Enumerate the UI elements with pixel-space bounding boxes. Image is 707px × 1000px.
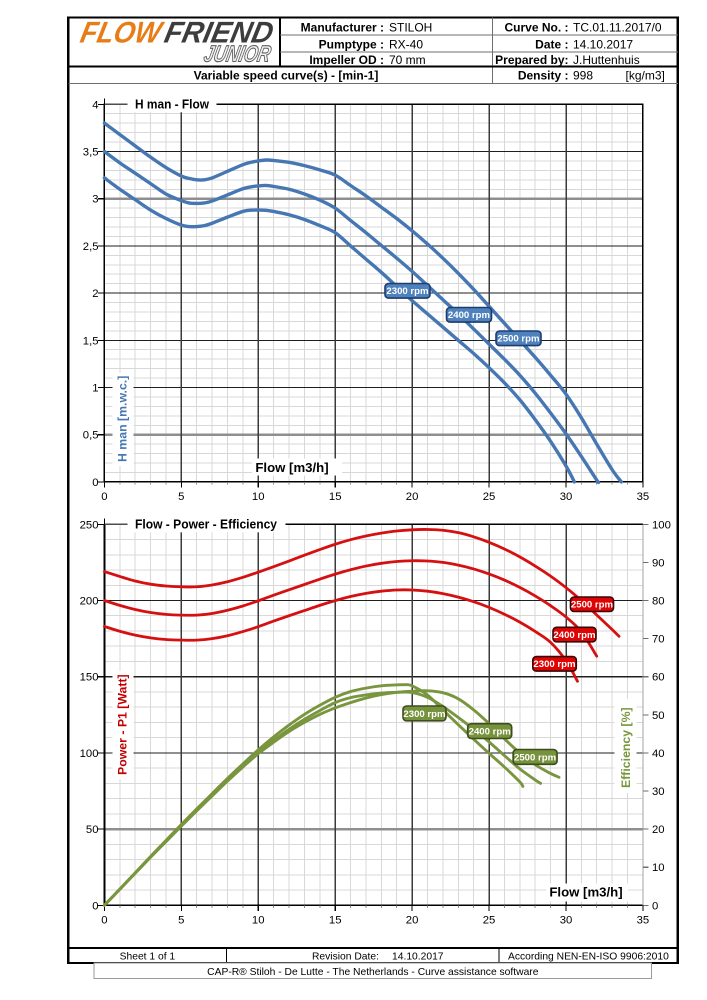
svg-text:3,5: 3,5: [83, 147, 99, 159]
svg-text:90: 90: [652, 557, 665, 569]
svg-text:H man - Flow: H man - Flow: [135, 97, 210, 112]
svg-text:50: 50: [86, 824, 99, 836]
svg-text:Flow [m3/h]: Flow [m3/h]: [549, 885, 622, 900]
svg-text:5: 5: [178, 915, 184, 927]
svg-text:1: 1: [92, 383, 98, 395]
svg-text:250: 250: [80, 519, 99, 531]
svg-text:Flow [m3/h]: Flow [m3/h]: [255, 460, 328, 475]
svg-text:60: 60: [652, 672, 665, 684]
svg-text:5: 5: [178, 491, 184, 503]
svg-text:Date :: Date :: [535, 37, 568, 51]
svg-text:20: 20: [652, 824, 665, 836]
svg-text:35: 35: [637, 915, 650, 927]
svg-text:30: 30: [652, 786, 665, 798]
svg-text:0: 0: [652, 900, 658, 912]
svg-text:Sheet 1 of 1: Sheet 1 of 1: [120, 952, 176, 963]
svg-text:STILOH: STILOH: [389, 21, 432, 35]
svg-text:2500 rpm: 2500 rpm: [514, 752, 556, 763]
svg-text:JUNIOR: JUNIOR: [202, 41, 274, 67]
svg-text:2500 rpm: 2500 rpm: [497, 334, 539, 345]
svg-text:35: 35: [637, 491, 650, 503]
svg-text:According NEN-EN-ISO 9906:2010: According NEN-EN-ISO 9906:2010: [508, 952, 669, 963]
svg-text:0: 0: [92, 900, 98, 912]
svg-text:2400 rpm: 2400 rpm: [469, 727, 511, 738]
svg-text:2,5: 2,5: [83, 241, 99, 253]
svg-text:14.10.2017: 14.10.2017: [573, 37, 633, 51]
svg-text:RX-40: RX-40: [389, 37, 423, 51]
svg-text:10: 10: [652, 862, 665, 874]
svg-text:FRIEND: FRIEND: [161, 17, 276, 50]
svg-text:2400 rpm: 2400 rpm: [448, 310, 490, 321]
svg-text:50: 50: [652, 710, 665, 722]
svg-text:Revision Date:: Revision Date:: [312, 952, 379, 963]
svg-text:Pumptype :: Pumptype :: [319, 37, 384, 51]
svg-text:998: 998: [573, 68, 593, 82]
svg-text:Flow - Power - Efficiency: Flow - Power - Efficiency: [135, 517, 278, 532]
svg-text:80: 80: [652, 596, 665, 608]
svg-text:Variable speed curve(s) - [mi: Variable speed curve(s) - [min-1]: [194, 68, 379, 82]
svg-text:200: 200: [80, 596, 99, 608]
svg-text:J.Huttenhuis: J.Huttenhuis: [573, 53, 640, 67]
svg-text:20: 20: [406, 915, 419, 927]
svg-text:2300 rpm: 2300 rpm: [386, 286, 428, 297]
svg-text:25: 25: [483, 491, 496, 503]
svg-text:70: 70: [652, 634, 665, 646]
svg-text:15: 15: [329, 491, 342, 503]
svg-text:0: 0: [101, 915, 107, 927]
svg-text:2300 rpm: 2300 rpm: [403, 709, 445, 720]
svg-text:70 mm: 70 mm: [389, 53, 426, 67]
svg-text:Manufacturer :: Manufacturer :: [301, 21, 384, 35]
svg-text:2500 rpm: 2500 rpm: [571, 600, 613, 611]
svg-text:2300 rpm: 2300 rpm: [533, 659, 575, 670]
svg-text:0: 0: [101, 491, 107, 503]
svg-text:100: 100: [652, 519, 671, 531]
svg-text:Impeller OD :: Impeller OD :: [309, 53, 384, 67]
svg-text:[kg/m3]: [kg/m3]: [626, 68, 665, 82]
svg-text:1,5: 1,5: [83, 335, 99, 347]
svg-text:2: 2: [92, 288, 98, 300]
svg-text:0: 0: [92, 477, 98, 489]
svg-text:15: 15: [329, 915, 342, 927]
svg-text:10: 10: [252, 491, 265, 503]
svg-text:4: 4: [92, 99, 98, 111]
svg-text:30: 30: [560, 915, 573, 927]
svg-text:25: 25: [483, 915, 496, 927]
svg-text:40: 40: [652, 748, 665, 760]
svg-text:20: 20: [406, 491, 419, 503]
svg-text:10: 10: [252, 915, 265, 927]
svg-text:3: 3: [92, 194, 98, 206]
svg-text:H man [m.w.c.]: H man [m.w.c.]: [116, 376, 130, 462]
svg-text:TC.01.11.2017/0: TC.01.11.2017/0: [573, 21, 662, 35]
svg-text:30: 30: [560, 491, 573, 503]
svg-text:Efficiency [%]: Efficiency [%]: [619, 707, 633, 788]
svg-text:FLOW: FLOW: [77, 17, 166, 50]
svg-text:Density :: Density :: [518, 68, 569, 82]
svg-text:14.10.2017: 14.10.2017: [392, 952, 444, 963]
svg-text:Curve No. :: Curve No. :: [504, 21, 568, 35]
svg-text:2400 rpm: 2400 rpm: [553, 630, 595, 641]
svg-text:Prepared by:: Prepared by:: [495, 53, 568, 67]
svg-text:100: 100: [80, 748, 99, 760]
svg-text:150: 150: [80, 672, 99, 684]
svg-text:0,5: 0,5: [83, 430, 99, 442]
svg-text:Power - P1 [Watt]: Power - P1 [Watt]: [116, 674, 130, 775]
svg-text:CAP-R® Stiloh - De Lutte - Th: CAP-R® Stiloh - De Lutte - The Netherlan…: [207, 967, 539, 978]
